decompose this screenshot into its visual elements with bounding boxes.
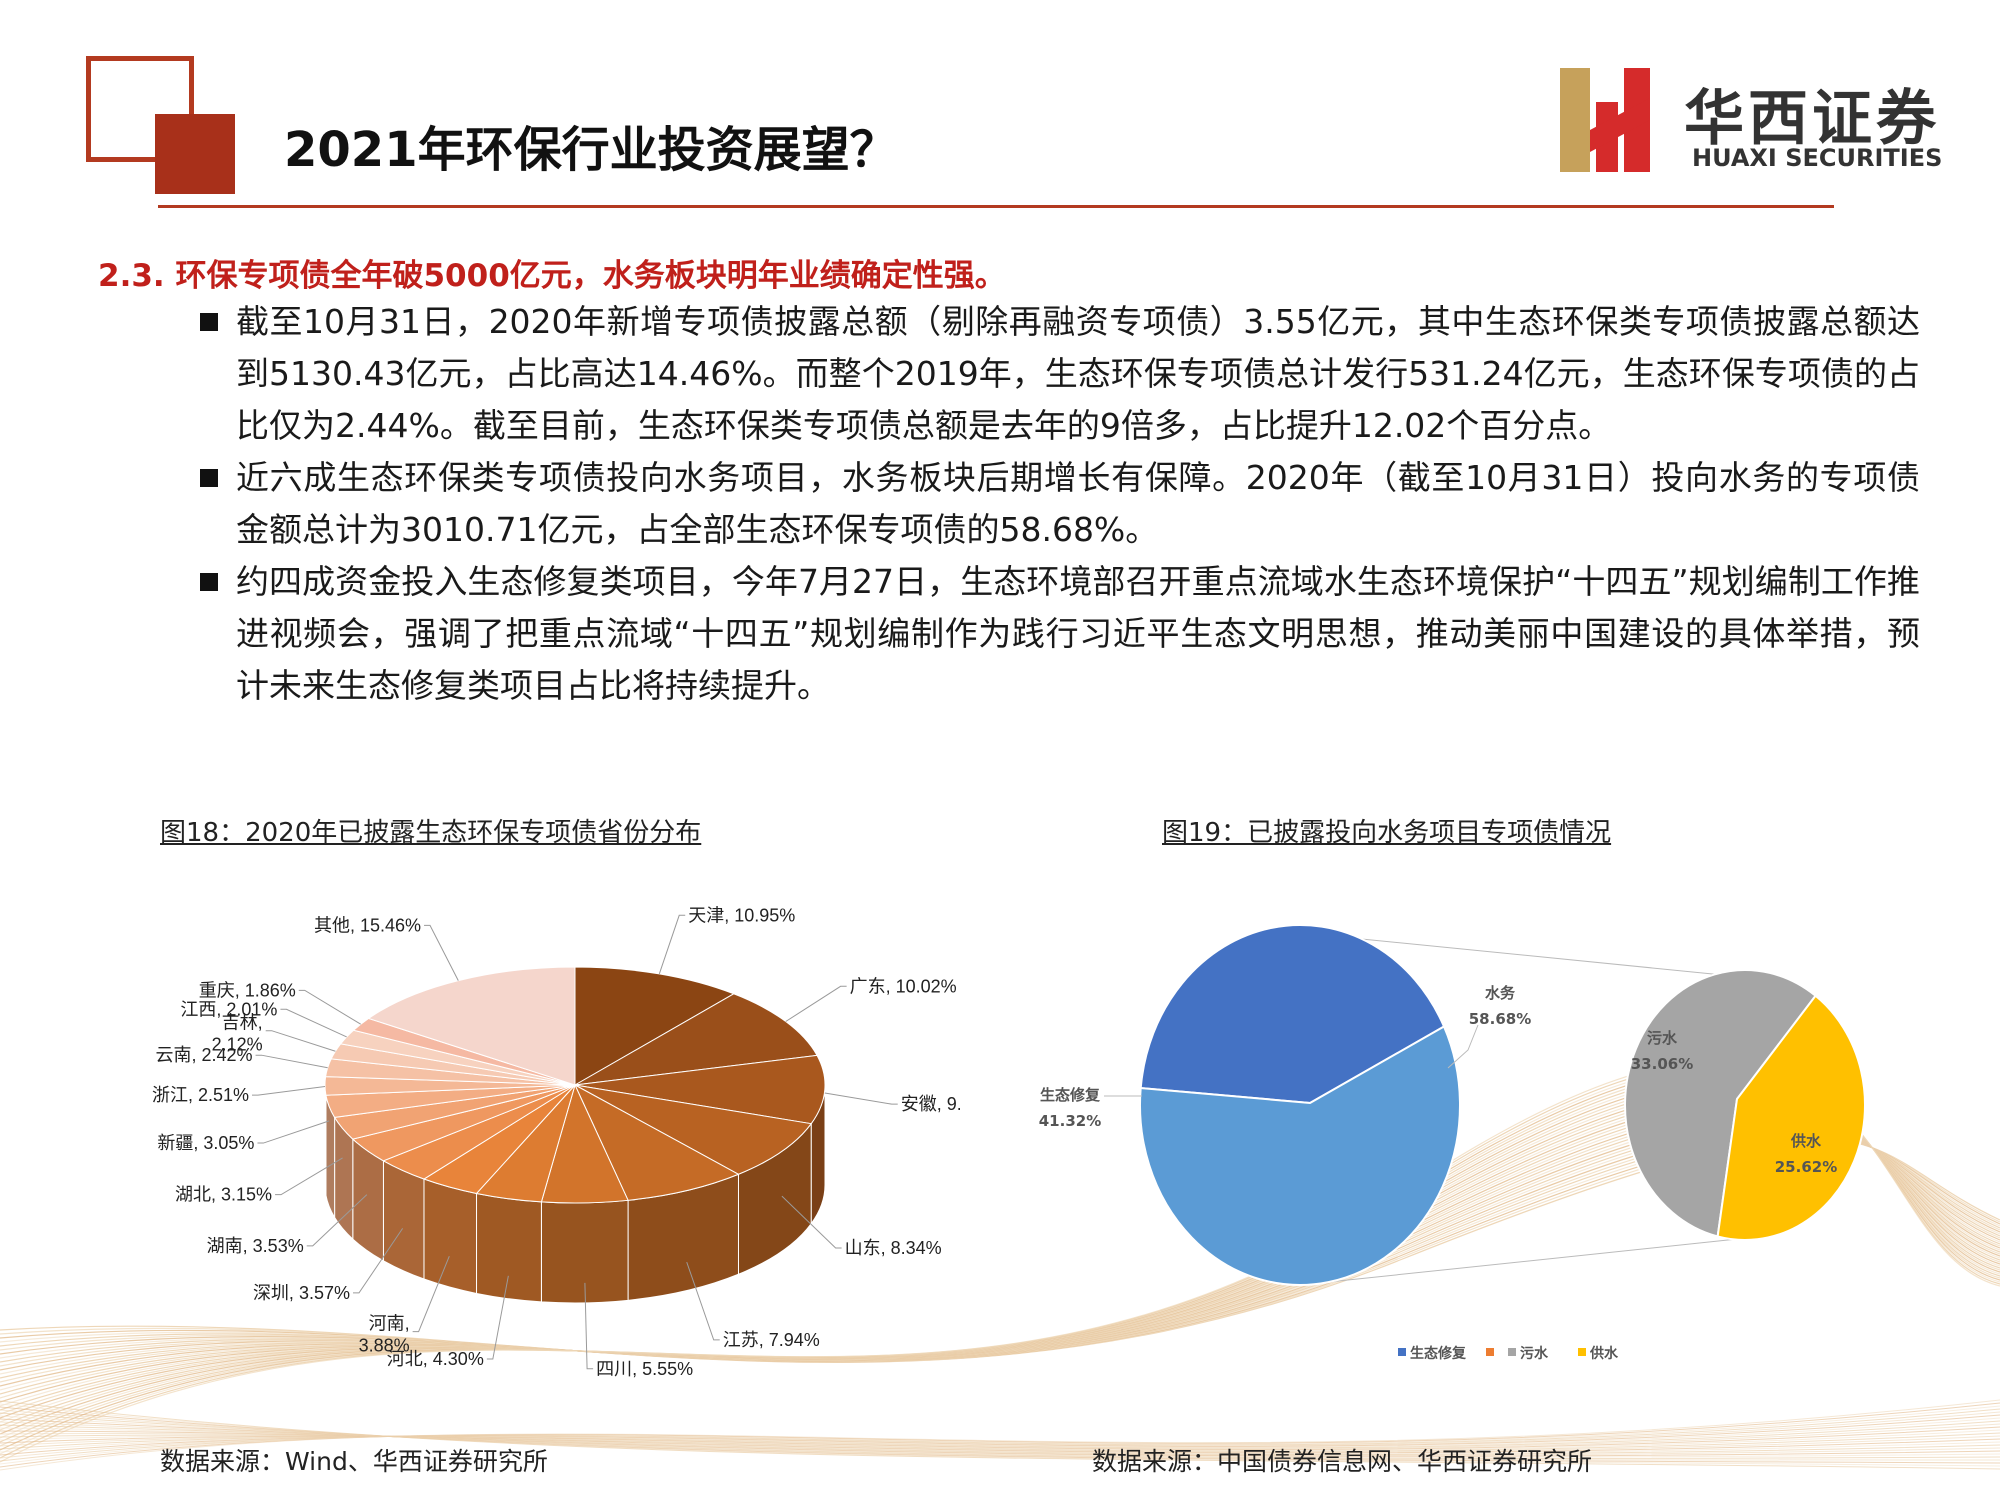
data-label-四川: 四川, 5.55% xyxy=(596,1359,693,1379)
bullet-text: 近六成生态环保类专项债投向水务项目，水务板块后期增长有保障。2020年（截至10… xyxy=(236,458,1920,549)
company-logo: 华西证券 HUAXI SECURITIES xyxy=(1560,68,1980,178)
leader-line xyxy=(486,1275,509,1360)
data-label-山东: 山东, 8.34% xyxy=(845,1238,942,1258)
data-label-江苏: 江苏, 7.94% xyxy=(723,1330,820,1350)
data-label-河南: 河南, 3.88% xyxy=(359,1314,410,1356)
data-label-安徽: 安徽, 9.35% xyxy=(901,1094,960,1114)
leader-line xyxy=(1447,1024,1479,1069)
pie-labels: 天津, 10.95% 广东, 10.02% 安徽, 9.35% 山东, 8.34% 江苏… xyxy=(152,905,960,1378)
data-source-right: 数据来源：中国债券信息网、华西证券研究所 xyxy=(1092,1447,1593,1476)
pie-side-河南 xyxy=(423,1178,478,1295)
data-label-其他: 其他, 15.46% xyxy=(314,915,421,935)
leader-line xyxy=(781,1195,842,1249)
data-label-吉林: 吉林, 2.12% xyxy=(212,1013,263,1055)
data-label-浙江: 浙江, 2.51% xyxy=(152,1085,249,1105)
data-label-湖北: 湖北, 3.15% xyxy=(175,1185,272,1205)
logo-english-name: HUAXI SECURITIES xyxy=(1692,144,1943,172)
square-bullet-icon xyxy=(200,313,218,331)
leader-line xyxy=(658,914,686,975)
pie-slice-山东 xyxy=(574,1084,813,1175)
pie-side-河北 xyxy=(476,1192,542,1303)
figure-18-title: 图18：2020年已披露生态环保专项债省份分布 xyxy=(160,818,702,848)
leader-line xyxy=(306,1194,368,1247)
percent-label-生态修复: 41.32% xyxy=(1039,1112,1101,1130)
data-label-江西: 江西, 2.01% xyxy=(180,999,277,1019)
figure-19-title: 图19：已披露投向水务项目专项债情况 xyxy=(1162,818,1612,848)
legend-label-污水: 污水 xyxy=(1520,1345,1549,1362)
data-label-天津: 天津, 10.95% xyxy=(688,905,795,925)
square-bullet-icon xyxy=(200,573,218,591)
leader-line xyxy=(255,1054,328,1069)
data-label-湖南: 湖南, 3.53% xyxy=(207,1236,304,1256)
pie-slice-污水 xyxy=(1624,969,1817,1238)
legend-label-生态修复: 生态修复 xyxy=(1410,1345,1467,1362)
legend-swatch-污水 xyxy=(1486,1348,1494,1356)
pie-slice-生态修复 xyxy=(1139,924,1446,1105)
bullet-text: 约四成资金投入生态修复类项目，今年7月27日，生态环境部召开重点流域水生态环境保… xyxy=(236,562,1920,705)
leader-line xyxy=(412,1255,450,1333)
data-label-河北: 河北, 4.30% xyxy=(387,1349,484,1369)
percent-label-污水: 33.06% xyxy=(1631,1055,1693,1073)
leader-line xyxy=(584,1282,594,1370)
legend-swatch-供水 xyxy=(1578,1348,1586,1356)
page-title: 2021年环保行业投资展望？ xyxy=(284,122,898,178)
bullet-item: 截至10月31日，2020年新增专项债披露总额（剔除再融资专项债）3.55亿元，… xyxy=(200,296,1920,452)
province-distribution-pie-chart: 天津, 10.95% 广东, 10.02% 安徽, 9.35% 山东, 8.34% 江苏… xyxy=(152,905,960,1378)
leader-line xyxy=(265,1030,336,1052)
pie-side-walls xyxy=(324,1084,826,1304)
leader-line xyxy=(298,989,361,1025)
section-heading: 2.3. 环保专项债全年破5000亿元，水务板块明年业绩确定性强。 xyxy=(98,258,1006,294)
leader-line xyxy=(352,1228,404,1294)
leader-line xyxy=(424,924,459,981)
title-decor-outline-square xyxy=(86,56,194,162)
bullet-list: 截至10月31日，2020年新增专项债披露总额（剔除再融资专项债）3.55亿元，… xyxy=(200,296,1920,712)
category-label-供水: 供水 xyxy=(1790,1132,1822,1150)
data-label-深圳: 深圳, 3.57% xyxy=(253,1283,350,1303)
data-label-云南: 云南, 2.42% xyxy=(156,1045,253,1065)
legend-label-供水: 供水 xyxy=(1589,1345,1619,1362)
pie-side-浙江 xyxy=(324,1084,327,1196)
leader-line xyxy=(785,985,847,1022)
huaxi-logo-mark-icon xyxy=(1560,68,1650,172)
leader-line xyxy=(252,1086,326,1096)
pie-slice-水务 xyxy=(1139,1025,1461,1286)
pie-slice-江苏 xyxy=(573,1083,740,1201)
percent-label-水务: 58.68% xyxy=(1469,1010,1531,1028)
legend-swatch-生态修复 xyxy=(1398,1348,1406,1356)
category-label-污水: 污水 xyxy=(1647,1029,1678,1047)
data-source-left: 数据来源：Wind、华西证券研究所 xyxy=(160,1447,548,1476)
percent-label-供水: 25.62% xyxy=(1775,1158,1837,1176)
square-bullet-icon xyxy=(200,469,218,487)
leader-line xyxy=(824,1092,898,1105)
pie-side-深圳 xyxy=(382,1159,425,1280)
connector-line xyxy=(1299,1238,1734,1286)
leader-line xyxy=(686,1261,720,1341)
data-label-广东: 广东, 10.02% xyxy=(850,976,957,996)
bullet-item: 近六成生态环保类专项债投向水务项目，水务板块后期增长有保障。2020年（截至10… xyxy=(200,452,1920,556)
leader-line xyxy=(275,1157,343,1196)
pie-slice-其他 xyxy=(367,966,576,1086)
logo-chinese-name: 华西证券 xyxy=(1684,84,1940,154)
leader-line xyxy=(257,1120,330,1144)
category-label-生态修复: 生态修复 xyxy=(1040,1086,1101,1104)
category-label-水务: 水务 xyxy=(1485,984,1516,1002)
data-label-重庆: 重庆, 1.86% xyxy=(199,980,296,1000)
leader-line xyxy=(280,1008,347,1038)
data-label-新疆: 新疆, 3.05% xyxy=(157,1133,254,1153)
pie-slice-供水 xyxy=(1716,994,1866,1241)
pie-top xyxy=(324,966,826,1204)
bullet-item: 约四成资金投入生态修复类项目，今年7月27日，生态环境部召开重点流域水生态环境保… xyxy=(200,556,1920,712)
title-divider xyxy=(158,205,1834,208)
pie-slice-安徽 xyxy=(574,1054,826,1125)
bullet-text: 截至10月31日，2020年新增专项债披露总额（剔除再融资专项债）3.55亿元，… xyxy=(236,302,1920,445)
title-decor-solid-square xyxy=(155,114,235,194)
legend-swatch-extra xyxy=(1508,1348,1516,1356)
